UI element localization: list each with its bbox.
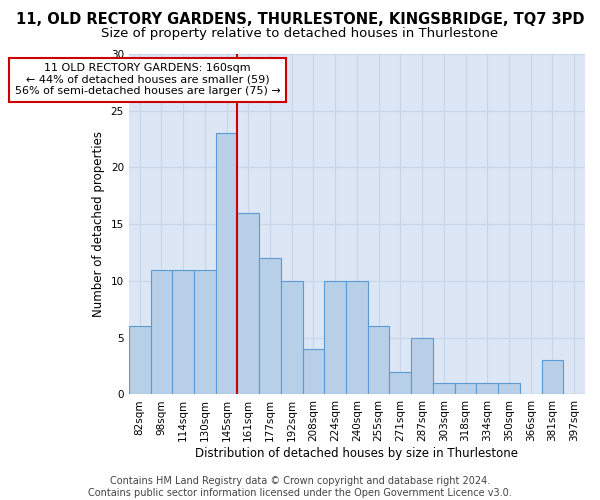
X-axis label: Distribution of detached houses by size in Thurlestone: Distribution of detached houses by size … <box>196 447 518 460</box>
Bar <box>194 270 216 394</box>
Bar <box>151 270 172 394</box>
Bar <box>325 281 346 394</box>
Bar <box>368 326 389 394</box>
Bar <box>281 281 302 394</box>
Bar <box>346 281 368 394</box>
Bar <box>455 383 476 394</box>
Text: 11 OLD RECTORY GARDENS: 160sqm
← 44% of detached houses are smaller (59)
56% of : 11 OLD RECTORY GARDENS: 160sqm ← 44% of … <box>14 63 280 96</box>
Bar <box>498 383 520 394</box>
Text: 11, OLD RECTORY GARDENS, THURLESTONE, KINGSBRIDGE, TQ7 3PD: 11, OLD RECTORY GARDENS, THURLESTONE, KI… <box>16 12 584 28</box>
Bar <box>129 326 151 394</box>
Bar <box>389 372 411 394</box>
Bar <box>238 213 259 394</box>
Bar <box>259 258 281 394</box>
Bar <box>542 360 563 394</box>
Bar <box>302 349 325 395</box>
Bar <box>411 338 433 394</box>
Bar <box>476 383 498 394</box>
Bar <box>172 270 194 394</box>
Text: Contains HM Land Registry data © Crown copyright and database right 2024.
Contai: Contains HM Land Registry data © Crown c… <box>88 476 512 498</box>
Y-axis label: Number of detached properties: Number of detached properties <box>92 131 105 317</box>
Bar <box>216 134 238 394</box>
Text: Size of property relative to detached houses in Thurlestone: Size of property relative to detached ho… <box>101 28 499 40</box>
Bar <box>433 383 455 394</box>
